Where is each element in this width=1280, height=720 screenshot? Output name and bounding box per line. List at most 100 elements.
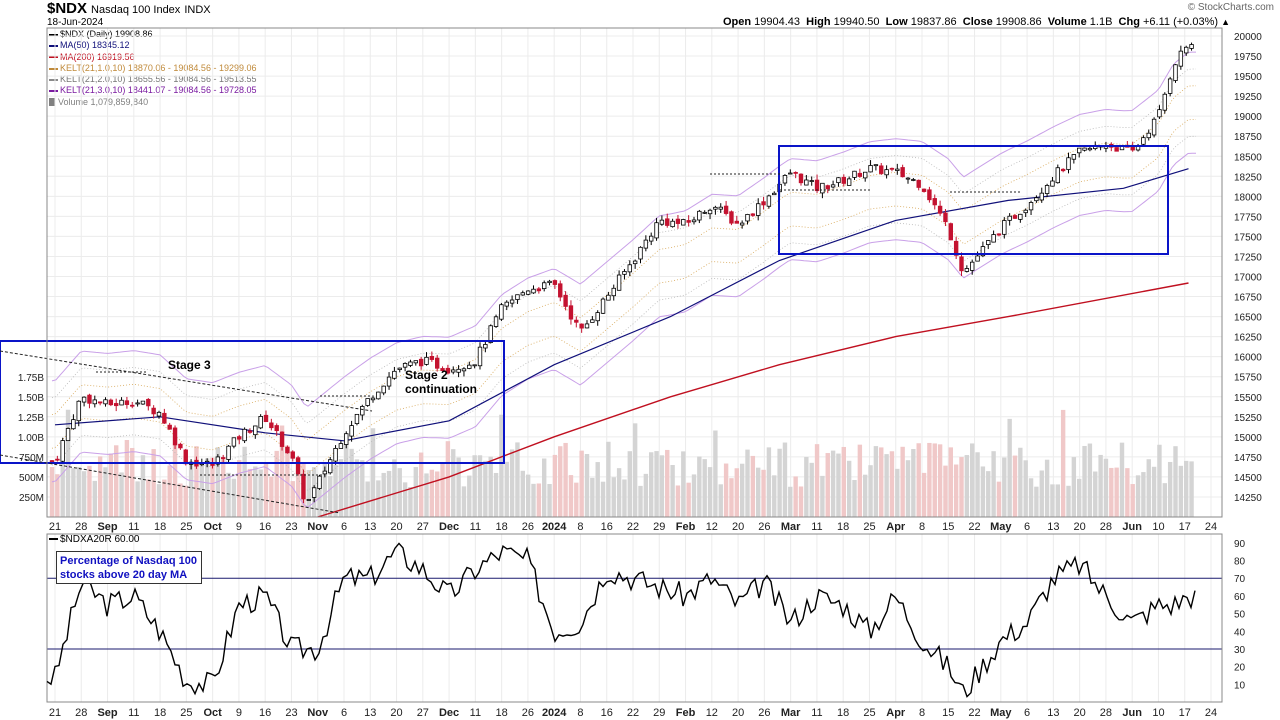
candle-body [879, 165, 884, 174]
volume-bar [253, 466, 258, 517]
x-tick-label: 13 [1047, 521, 1059, 533]
volume-bar [365, 481, 370, 517]
volume-bar [1002, 457, 1007, 517]
candle-body [825, 185, 830, 190]
y-tick-label: 14500 [1234, 473, 1262, 484]
volume-bar [370, 428, 376, 517]
legend-item: KELT(21,3.0,10) 18441.07 - 19084.56 - 19… [49, 85, 256, 96]
volume-bar [595, 462, 600, 517]
candle-body [311, 487, 317, 498]
volume-bar [1077, 478, 1082, 517]
candle-body [884, 169, 889, 176]
candle-body [814, 179, 820, 192]
volume-bar [868, 465, 873, 517]
volume-bar [536, 483, 542, 517]
legend-swatch [49, 44, 58, 47]
x-tick-label: 11 [470, 707, 481, 719]
volume-bar [509, 449, 515, 517]
volume-bar [392, 459, 397, 517]
candle-body [552, 280, 558, 285]
candle-body [349, 425, 354, 437]
volume-bar [231, 478, 237, 517]
volume-bar [659, 455, 665, 517]
volume-bar [1012, 455, 1018, 517]
y-tick-label: 15000 [1234, 433, 1262, 444]
volume-bar [279, 425, 285, 517]
candle-body [135, 402, 140, 405]
candle-body [360, 406, 365, 416]
y-tick-label: 14750 [1234, 453, 1262, 464]
candle-body [723, 205, 729, 214]
volume-bar [686, 482, 691, 517]
candle-body [1055, 167, 1060, 184]
candle-body [55, 458, 60, 461]
candle-body [718, 206, 723, 210]
volume-bar [146, 479, 151, 517]
x-tick-label: 2024 [542, 521, 567, 533]
candle-body [1071, 154, 1077, 160]
candle-body [606, 294, 611, 301]
volume-bar [991, 451, 996, 517]
candle-body [327, 459, 333, 474]
volume-bar [1028, 478, 1034, 517]
volume-bar [461, 486, 467, 517]
x-tick-label: 25 [180, 521, 192, 533]
candle-body [852, 170, 857, 178]
volume-bar [1119, 442, 1125, 517]
volume-bar [820, 475, 825, 517]
candle-body [483, 344, 488, 349]
volume-bar [285, 445, 290, 517]
y-tick-label: 15750 [1234, 373, 1262, 384]
volume-bar [852, 480, 857, 517]
volume-bar [1173, 446, 1178, 517]
volume-bar [798, 486, 804, 517]
volume-bar [681, 451, 686, 517]
candle-body [97, 401, 103, 404]
x-tick-label: 25 [180, 707, 192, 719]
volume-bar [1125, 468, 1130, 517]
x-tick-label: 11 [470, 521, 481, 533]
candle-body [285, 446, 290, 454]
candle-body [290, 451, 295, 459]
volume-bar [616, 468, 622, 517]
candle-body [130, 404, 135, 407]
volume-bar [349, 448, 354, 517]
volume-bar [542, 458, 547, 517]
candle-body [830, 184, 836, 188]
legend-swatch [49, 90, 58, 93]
legend-item: $NDX (Daily) 19908.86 [49, 29, 256, 40]
volume-bar [135, 481, 140, 517]
x-tick-label: Jun [1122, 707, 1142, 719]
candle-body [681, 219, 686, 226]
candle-body [81, 396, 87, 403]
x-tick-label: 26 [758, 521, 770, 533]
volume-tick-label: 1.00B [18, 433, 44, 444]
volume-bar [525, 474, 531, 517]
volume-bar [499, 414, 504, 517]
volume-bar [237, 460, 242, 517]
copyright-label[interactable]: © StockCharts.com [1187, 2, 1274, 13]
volume-bar [140, 455, 146, 517]
candle-body [279, 431, 285, 447]
volume-bar [269, 476, 274, 517]
candle-body [980, 246, 986, 257]
volume-bar [579, 450, 584, 517]
volume-bar [1018, 447, 1023, 517]
volume-bar [750, 455, 756, 517]
candle-body [1173, 64, 1178, 81]
candle-body [103, 399, 108, 405]
x-tick-label: 12 [706, 521, 718, 533]
volume-bar [558, 446, 563, 517]
x-tick-label: 12 [706, 707, 718, 719]
volume-bar [547, 484, 552, 517]
candle-body [418, 358, 424, 367]
candle-body [525, 290, 531, 295]
volume-bar [92, 480, 97, 517]
candle-body [499, 304, 504, 320]
x-tick-label: 16 [601, 707, 613, 719]
volume-bar [515, 442, 520, 517]
x-tick-label: Apr [886, 707, 906, 719]
volume-bar [344, 443, 349, 517]
volume-bar [697, 456, 702, 517]
volume-bar [151, 449, 156, 517]
